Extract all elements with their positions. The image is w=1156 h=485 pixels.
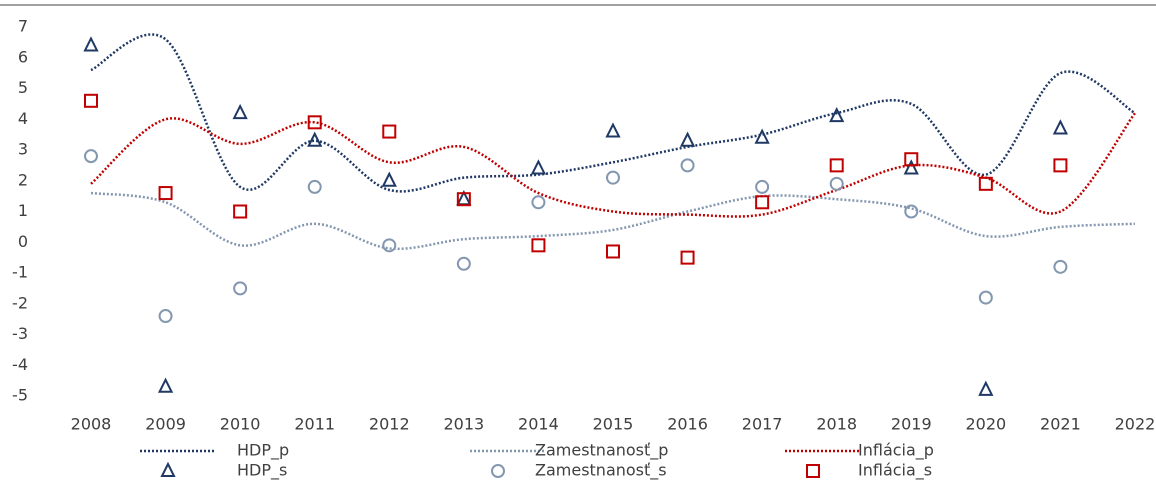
point [680,250,695,265]
y-tick-label: -5 [12,386,28,405]
point [158,186,173,201]
legend-label: Zamestnanosť_p [535,441,668,461]
point [978,380,994,396]
point [755,179,770,194]
trend-line [90,191,1136,251]
x-tick-label: 2016 [667,415,708,434]
y-tick-label: -1 [12,263,28,282]
legend-marker [491,464,505,478]
x-tick-label: 2012 [369,415,410,434]
point [531,238,546,253]
point [754,128,770,144]
legend-label: HDP_p [237,441,289,461]
point [233,281,248,296]
legend-label: Inflácia_s [858,461,932,481]
x-tick-label: 2018 [816,415,857,434]
point [307,131,323,147]
x-tick-label: 2008 [71,415,112,434]
point [903,159,919,175]
point [233,204,248,219]
point [605,122,621,138]
legend-label: Inflácia_p [858,441,934,461]
x-tick-label: 2010 [220,415,261,434]
trend-line [90,112,1136,218]
x-tick-label: 2022 [1115,415,1156,434]
point [456,192,471,207]
point [829,176,844,191]
x-tick-label: 2014 [518,415,559,434]
point [1053,158,1068,173]
point [382,238,397,253]
point [1053,259,1068,274]
point [605,170,620,185]
x-tick-label: 2015 [593,415,634,434]
point [1052,119,1069,135]
point [904,204,919,219]
legend-label: HDP_s [237,461,287,481]
y-tick-label: -4 [12,355,28,374]
point [679,131,696,147]
point [307,115,322,130]
y-tick-label: 3 [18,140,28,159]
point [84,93,98,108]
x-tick-label: 2009 [145,415,186,434]
y-tick-label: 2 [18,170,28,189]
point [829,106,845,123]
y-tick-label: -3 [12,324,28,343]
point [530,159,547,175]
point [531,195,546,210]
trend-line [90,33,1136,193]
y-tick-label: 1 [18,201,28,220]
point [680,158,695,173]
point [605,244,620,259]
point [232,103,248,120]
point [978,290,993,305]
y-tick-label: -2 [12,293,28,312]
point [84,149,98,164]
y-tick-label: 5 [18,78,28,97]
y-tick-label: 4 [18,109,28,128]
point [157,377,174,393]
point [382,124,397,139]
y-tick-label: 0 [18,232,28,251]
point [456,256,471,271]
legend-marker [160,461,176,477]
x-tick-label: 2020 [965,415,1006,434]
point [904,152,919,167]
legend-marker [806,464,820,478]
x-tick-label: 2013 [443,415,484,434]
point [381,171,397,187]
point [755,195,770,210]
point [83,36,99,52]
point [158,309,173,324]
x-tick-label: 2017 [742,415,783,434]
point [829,158,844,173]
x-tick-label: 2011 [294,415,335,434]
point [978,176,993,191]
y-tick-label: 6 [18,47,28,66]
legend-label: Zamestnanosť_s [535,461,667,481]
y-tick-label: 7 [18,17,28,36]
x-tick-label: 2021 [1040,415,1081,434]
point [307,179,322,194]
x-tick-label: 2019 [891,415,932,434]
